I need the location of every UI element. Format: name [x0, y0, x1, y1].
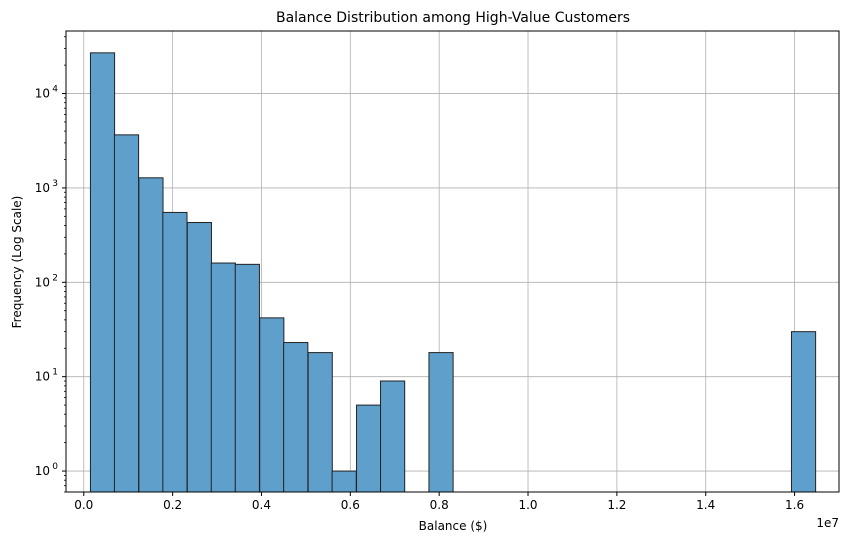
histogram-bar [307, 352, 333, 493]
x-tick-label: 0.2 [163, 498, 182, 512]
x-tick-label: 0.6 [341, 498, 360, 512]
histogram-bar [186, 222, 212, 493]
y-tick-exponent: 3 [52, 179, 58, 189]
histogram-bar [138, 177, 164, 493]
y-tick-label: 10 [35, 370, 50, 384]
plot-frame [65, 30, 840, 493]
histogram-bar [162, 211, 188, 493]
chart-title: Balance Distribution among High-Value Cu… [276, 10, 630, 26]
histogram-bar [356, 404, 382, 493]
y-tick-label: 10 [35, 464, 50, 478]
x-tick-label: 1.4 [696, 498, 715, 512]
histogram-bar [210, 262, 236, 493]
y-tick-label: 10 [35, 181, 50, 195]
histogram-bar [283, 342, 309, 493]
axis-ticks: 0.0 0.2 0.4 0.6 0.8 1.0 1.2 1.4 1.610 010 110 210 31… [35, 36, 804, 512]
histogram-bar [259, 317, 285, 493]
x-axis-offset-label: 1e7 [816, 516, 839, 530]
x-tick-label: 1.6 [785, 498, 804, 512]
x-tick-label: 0.8 [430, 498, 449, 512]
x-tick-label: 1.2 [607, 498, 626, 512]
histogram-bar [790, 331, 817, 493]
histogram-bar [428, 352, 454, 493]
histogram-bar [380, 380, 406, 493]
histogram-bar [234, 263, 260, 493]
y-tick-label: 10 [35, 275, 50, 289]
histogram-bar [113, 134, 140, 493]
histogram-bar [331, 470, 357, 493]
y-tick-exponent: 1 [52, 368, 58, 378]
y-tick-label: 10 [35, 87, 50, 101]
x-tick-label: 0.4 [252, 498, 271, 512]
y-tick-exponent: 4 [52, 85, 58, 95]
y-tick-exponent: 2 [52, 273, 58, 283]
y-tick-exponent: 0 [52, 462, 58, 472]
x-tick-label: 0.0 [74, 498, 93, 512]
x-axis-label: Balance ($) [419, 519, 488, 533]
histogram-bars [89, 52, 817, 493]
y-axis-label: Frequency (Log Scale) [10, 196, 24, 329]
x-tick-label: 1.0 [518, 498, 537, 512]
histogram-bar [89, 52, 116, 493]
